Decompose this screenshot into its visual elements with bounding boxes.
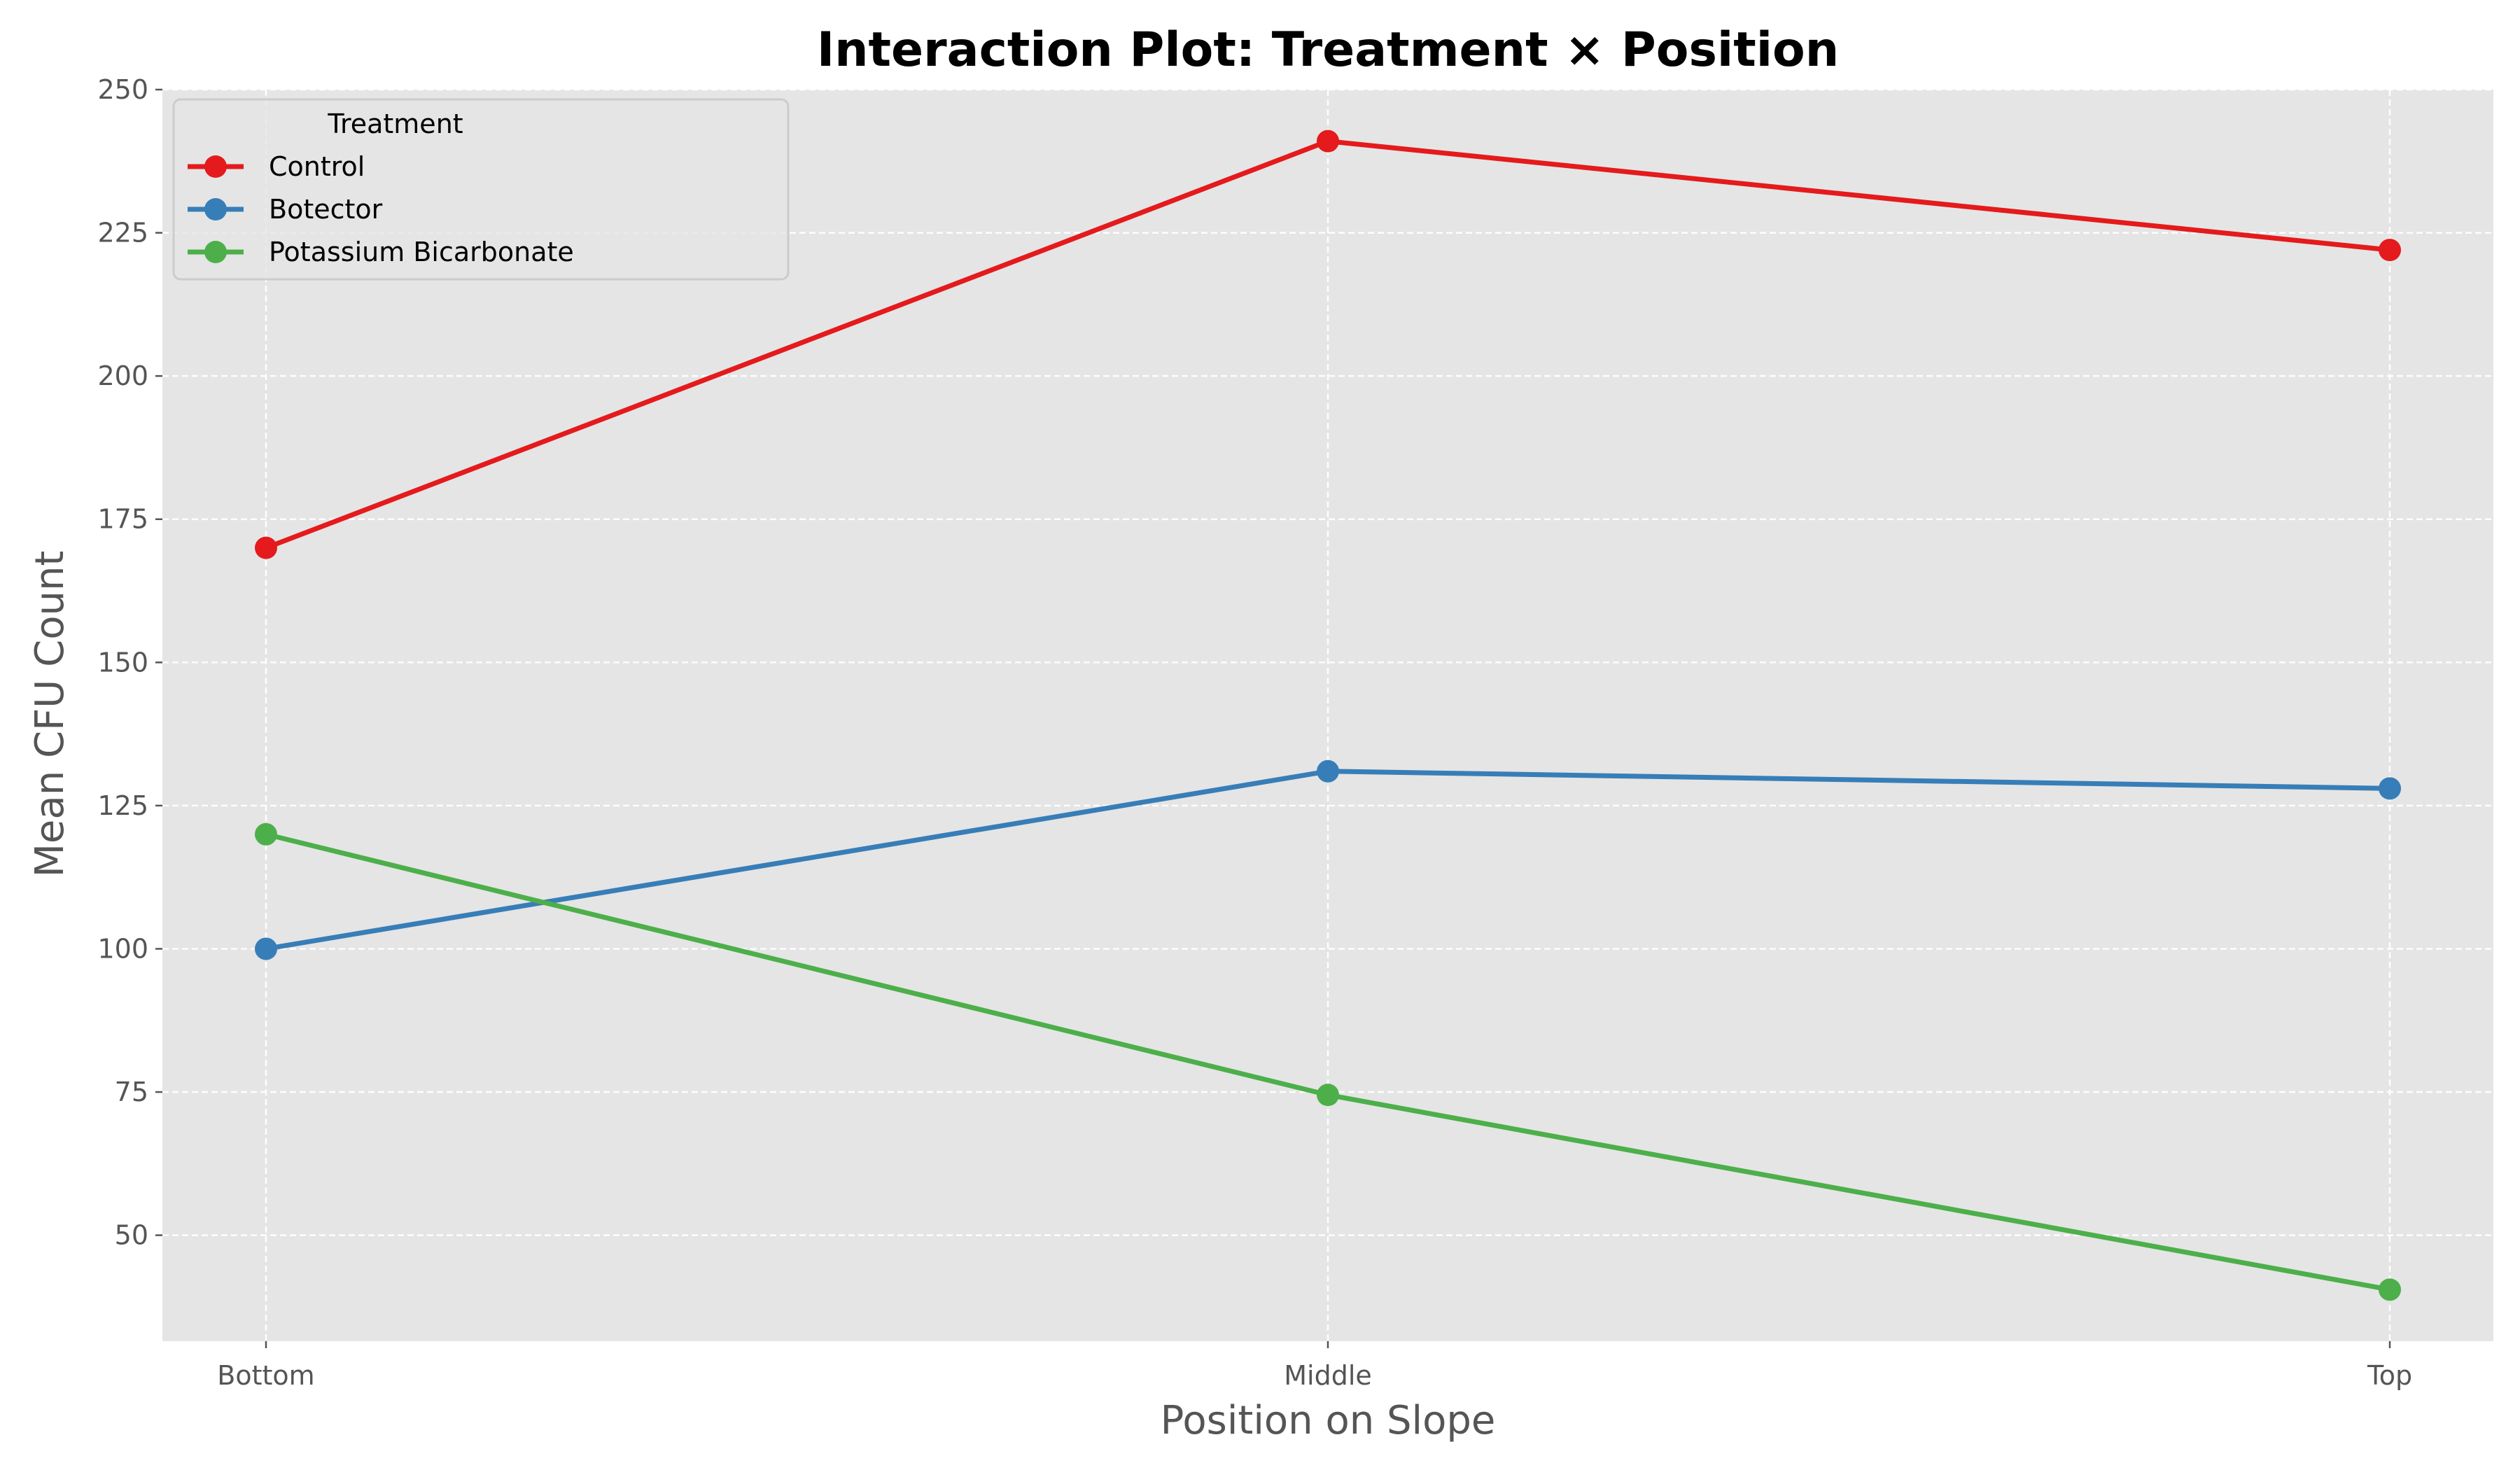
- y-tick-label: 225: [97, 218, 148, 248]
- x-tick-label: Middle: [1284, 1360, 1372, 1391]
- y-tick-label: 150: [97, 647, 148, 678]
- data-point-control: [255, 536, 277, 559]
- y-tick-label: 75: [115, 1077, 148, 1107]
- y-tick-label: 200: [97, 360, 148, 391]
- grid-layer: [162, 88, 2493, 1341]
- legend-marker-potassium-bicarbonate: [204, 241, 227, 263]
- data-point-potassium-bicarbonate: [1317, 1084, 1339, 1107]
- data-point-botector: [1317, 760, 1339, 783]
- legend-label-potassium-bicarbonate: Potassium Bicarbonate: [269, 237, 574, 267]
- data-point-control: [1317, 130, 1339, 153]
- y-axis-label: Mean CFU Count: [27, 551, 73, 878]
- y-tick-label: 100: [97, 933, 148, 964]
- y-tick-label: 250: [97, 74, 148, 105]
- legend: Treatment Control Botector Potassium Bicar…: [172, 98, 790, 281]
- legend-marker-botector: [204, 198, 227, 220]
- x-axis-label: Position on Slope: [1161, 1398, 1496, 1443]
- y-tick-label: 125: [97, 790, 148, 821]
- x-tick-label: Top: [2367, 1360, 2412, 1391]
- legend-label-botector: Botector: [269, 194, 383, 225]
- x-tick-label: Bottom: [217, 1360, 314, 1391]
- legend-label-control: Control: [269, 151, 365, 182]
- chart-title: Interaction Plot: Treatment × Position: [817, 22, 1839, 78]
- legend-entries: Control Botector Potassium Bicarbonate: [188, 151, 574, 267]
- data-point-botector: [2379, 777, 2401, 800]
- data-point-botector: [255, 937, 277, 960]
- data-point-potassium-bicarbonate: [2379, 1278, 2401, 1301]
- legend-marker-control: [204, 155, 227, 178]
- y-tick-label: 50: [115, 1220, 148, 1251]
- legend-frame: [172, 98, 790, 281]
- data-point-control: [2379, 239, 2401, 262]
- y-tick-label: 175: [97, 504, 148, 535]
- series-layer: [255, 130, 2401, 1301]
- data-point-potassium-bicarbonate: [255, 822, 277, 846]
- tick-layer: 50 75 100 125 150 175 200 225 250 Bottom Middle Top: [97, 74, 2412, 1391]
- legend-title: Treatment: [327, 108, 463, 139]
